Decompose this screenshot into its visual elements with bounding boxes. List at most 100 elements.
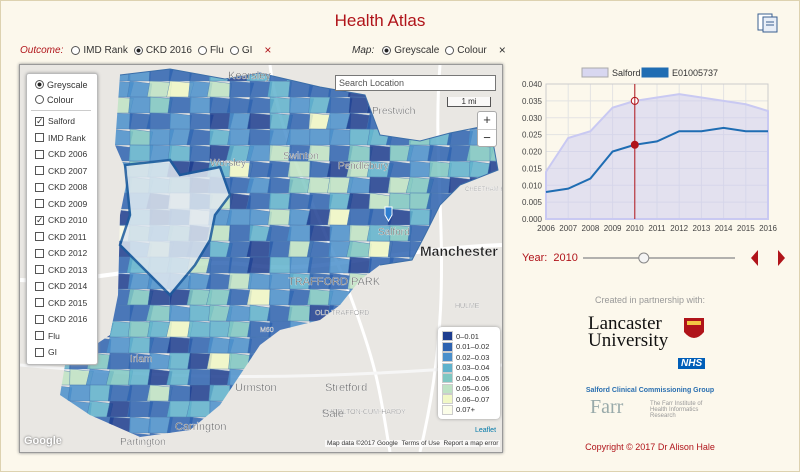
next-button[interactable] (778, 250, 785, 266)
checkbox[interactable] (35, 298, 44, 308)
layer-item[interactable]: Flu (35, 328, 97, 345)
layer-item[interactable]: CKD 2006 (35, 146, 97, 163)
layer-item[interactable]: IMD Rank (35, 130, 97, 147)
layer-item[interactable]: CKD 2015 (35, 295, 97, 312)
option[interactable]: CKD 2016 (133, 45, 192, 56)
checkbox[interactable] (35, 199, 44, 209)
checkbox[interactable] (35, 331, 44, 341)
checkbox[interactable] (35, 166, 44, 176)
radio[interactable] (445, 45, 455, 55)
area-cell (246, 288, 272, 306)
area-cell (287, 304, 311, 322)
x-tick-label: 2008 (582, 224, 600, 233)
legend-swatch (442, 383, 453, 394)
area-cell (106, 400, 131, 418)
zoom-control: + − (477, 111, 497, 147)
x-tick-label: 2011 (648, 224, 666, 233)
place-label: HULME (455, 303, 480, 310)
option[interactable]: Flu (197, 45, 224, 56)
area-cell (226, 208, 252, 226)
map-style-row: Map: Greyscale Colour × (352, 43, 506, 57)
export-icon[interactable] (756, 12, 780, 34)
area-cell (227, 320, 252, 338)
radio[interactable] (35, 80, 44, 89)
layer-item[interactable]: CKD 2008 (35, 179, 97, 196)
layer-radio[interactable]: Colour (35, 92, 97, 107)
checkbox[interactable] (35, 232, 44, 242)
area-cell (387, 240, 411, 258)
area-cell (307, 256, 331, 274)
layer-item[interactable]: CKD 2009 (35, 196, 97, 213)
close[interactable]: × (498, 43, 506, 57)
layer-item[interactable]: ✓ Salford (35, 113, 97, 130)
prev-button[interactable] (751, 250, 758, 266)
legend-swatch (442, 394, 453, 405)
checkbox[interactable] (35, 182, 44, 192)
layer-item[interactable]: ✓ CKD 2010 (35, 212, 97, 229)
option[interactable]: Greyscale (382, 45, 439, 56)
area-cell (206, 80, 233, 98)
layer-label: Salford (48, 116, 75, 127)
legend-label: 0.06–0.07 (456, 394, 490, 404)
radio[interactable] (35, 95, 44, 104)
checkbox[interactable] (35, 248, 44, 258)
area-cell (268, 192, 292, 210)
area-cell (248, 304, 271, 322)
layer-label: CKD 2011 (48, 231, 87, 242)
x-tick-label: 2012 (670, 224, 688, 233)
layer-label: CKD 2016 (48, 314, 88, 325)
layer-item[interactable]: CKD 2007 (35, 163, 97, 180)
checkbox[interactable] (35, 133, 44, 143)
area (545, 93, 769, 220)
area-cell (247, 272, 273, 290)
area-cell (466, 144, 494, 162)
checkbox[interactable]: ✓ (35, 214, 44, 225)
layer-item[interactable]: CKD 2016 (35, 311, 97, 328)
year-slider[interactable] (580, 248, 790, 268)
checkbox[interactable] (35, 347, 44, 357)
layer-item[interactable]: CKD 2012 (35, 245, 97, 262)
area-cell (269, 256, 293, 274)
area-cell (268, 240, 291, 258)
layer-item[interactable]: CKD 2013 (35, 262, 97, 279)
zoom-in[interactable]: + (478, 112, 496, 130)
radio[interactable] (382, 45, 392, 55)
copyright: Copyright © 2017 Dr Alison Hale (585, 442, 715, 452)
area-cell (267, 80, 292, 98)
legend-item: 0.07+ (442, 404, 496, 416)
checkbox[interactable]: ✓ (35, 115, 44, 126)
area-cell (167, 96, 192, 114)
radio[interactable] (71, 45, 81, 55)
map[interactable]: Kearsley Prestwich Swinton Pendlebury Worsle… (19, 64, 503, 453)
layer-item[interactable]: GI (35, 344, 97, 361)
layer-radio[interactable]: Greyscale (35, 77, 97, 92)
zoom-out[interactable]: − (483, 130, 491, 145)
close[interactable]: × (264, 43, 272, 57)
area-cell (346, 240, 372, 258)
option[interactable]: IMD Rank (71, 45, 128, 56)
checkbox[interactable] (35, 281, 44, 291)
crest (684, 318, 704, 338)
area-cell (128, 144, 154, 162)
layer-item[interactable]: CKD 2011 (35, 229, 97, 246)
attribution: Map data ©2017 Google Terms of Use Repor… (325, 440, 501, 447)
checkbox[interactable] (35, 265, 44, 275)
leaflet-link[interactable]: Leaflet (475, 427, 497, 434)
radio[interactable] (197, 45, 207, 55)
option[interactable]: GI (229, 45, 252, 56)
checkbox[interactable] (35, 314, 44, 324)
search-box[interactable]: Search Location (335, 75, 496, 91)
layer-item[interactable]: CKD 2014 (35, 278, 97, 295)
option[interactable]: Colour (445, 45, 487, 56)
report[interactable]: Report a map error (443, 440, 499, 447)
radio[interactable] (133, 45, 143, 55)
partnership-text: Created in partnership with: (594, 295, 706, 305)
place-label: CHORLTON-CUM-HARDY (322, 409, 406, 416)
legend-item: 0.02–0.03 (442, 352, 496, 363)
terms[interactable]: Terms of Use (401, 440, 440, 447)
checkbox[interactable] (35, 149, 44, 159)
legend-label: 0.04–0.05 (456, 373, 490, 383)
radio[interactable] (229, 45, 239, 55)
radio-label: Greyscale (47, 79, 88, 90)
slider-knob[interactable] (638, 252, 650, 264)
